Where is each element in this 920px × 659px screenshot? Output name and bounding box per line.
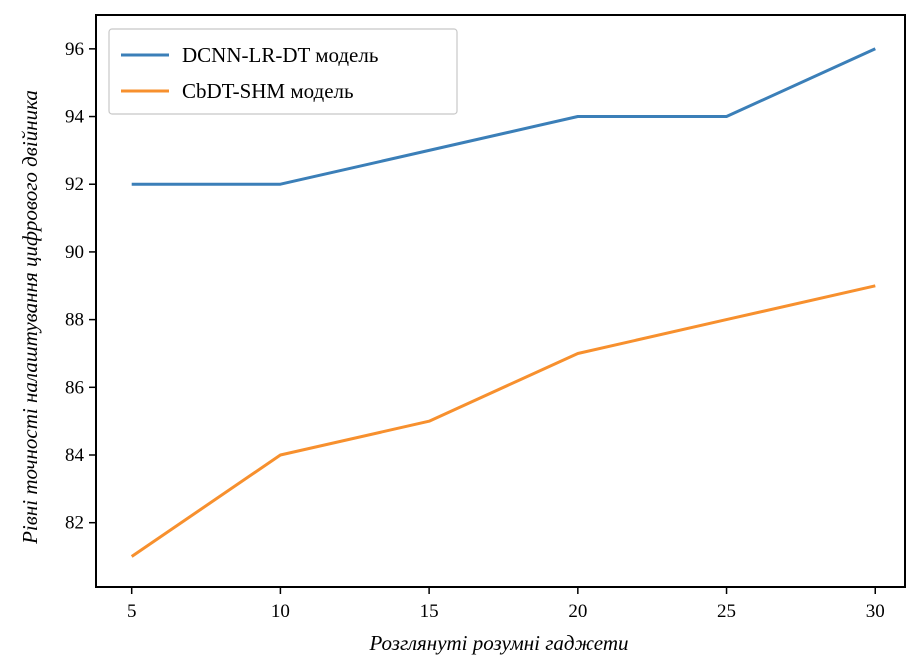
y-axis-label: Рівні точності налаштування цифрового дв… bbox=[18, 90, 42, 545]
y-tick-label: 88 bbox=[65, 310, 84, 331]
y-tick-label: 94 bbox=[65, 107, 85, 128]
y-tick-label: 84 bbox=[65, 445, 85, 466]
x-tick-label: 20 bbox=[568, 601, 587, 622]
y-tick-label: 86 bbox=[65, 377, 84, 398]
legend-label-1: DCNN-LR-DT модель bbox=[182, 43, 378, 67]
y-axis-ticks: 82 84 86 88 90 92 94 96 bbox=[65, 39, 96, 534]
series-layer bbox=[130, 47, 876, 558]
x-tick-label: 30 bbox=[866, 601, 885, 622]
legend-box bbox=[108, 28, 458, 115]
x-tick-label: 10 bbox=[271, 601, 290, 622]
x-tick-label: 15 bbox=[420, 601, 439, 622]
x-axis-ticks: 5 10 15 20 25 30 bbox=[127, 587, 885, 622]
plot-frame bbox=[95, 14, 906, 588]
series-line-1 bbox=[131, 47, 876, 186]
x-tick-label: 5 bbox=[127, 601, 137, 622]
x-axis-label: Розглянуті розумні гаджети bbox=[368, 631, 628, 655]
legend: DCNN-LR-DT модель CbDT-SHM модель bbox=[108, 28, 458, 115]
legend-label-2: CbDT-SHM модель bbox=[182, 79, 354, 103]
x-tick-label: 25 bbox=[717, 601, 736, 622]
series-line-2 bbox=[130, 284, 876, 558]
y-tick-label: 92 bbox=[65, 174, 84, 195]
y-tick-label: 82 bbox=[65, 513, 84, 534]
y-tick-label: 90 bbox=[65, 242, 84, 263]
legend-items: DCNN-LR-DT модель CbDT-SHM модель bbox=[121, 43, 378, 103]
y-tick-label: 96 bbox=[65, 39, 84, 60]
